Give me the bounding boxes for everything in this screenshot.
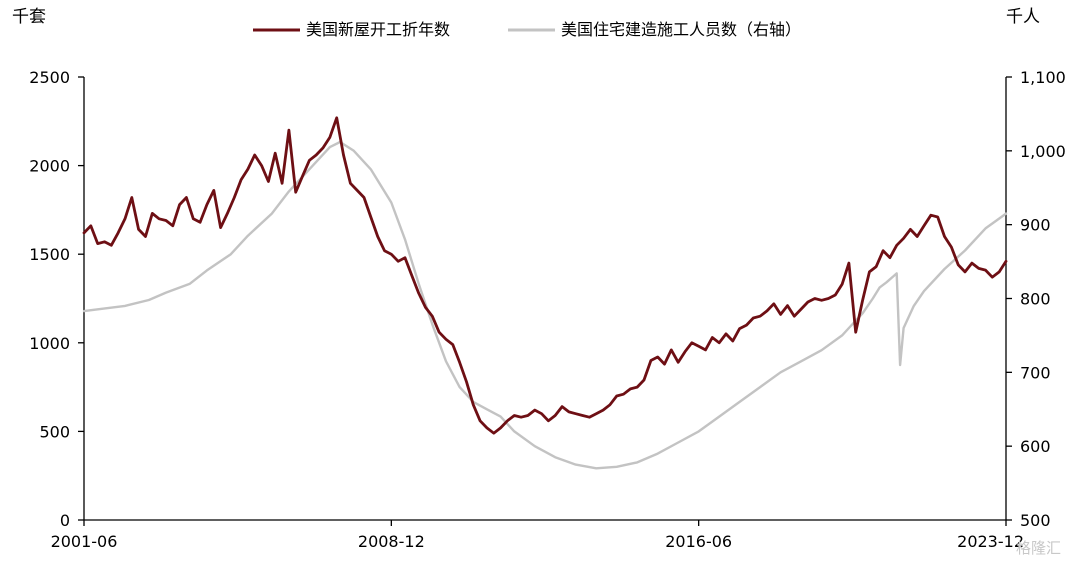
axes: 0 500 1000 1500 2000 2500 500 600 700 800 900 1,000… xyxy=(29,68,1066,551)
series-line-housing-starts xyxy=(82,116,1008,435)
series-layer xyxy=(82,116,1008,470)
left-y-tick-label: 1000 xyxy=(29,334,70,353)
watermark: 格隆汇 xyxy=(1016,539,1061,557)
right-y-tick-label: 500 xyxy=(1020,511,1051,530)
right-y-tick-label: 700 xyxy=(1020,363,1051,382)
left-y-tick-label: 2000 xyxy=(29,157,70,176)
series-line-construction-workers xyxy=(82,140,1008,470)
right-y-tick-label: 1,000 xyxy=(1020,142,1066,161)
x-tick-label: 2008-12 xyxy=(358,532,425,551)
right-y-tick-label: 600 xyxy=(1020,437,1051,456)
right-y-tick-label: 900 xyxy=(1020,216,1051,235)
legend: 美国新屋开工折年数 美国住宅建造施工人员数（右轴） xyxy=(253,20,801,39)
right-y-tick-label: 1,100 xyxy=(1020,68,1066,87)
left-y-tick-label: 2500 xyxy=(29,68,70,87)
right-y-tick-label: 800 xyxy=(1020,290,1051,309)
legend-label-construction-workers: 美国住宅建造施工人员数（右轴） xyxy=(561,20,801,39)
left-axis-unit: 千套 xyxy=(12,7,46,27)
x-tick-label: 2001-06 xyxy=(51,532,118,551)
left-y-tick-label: 500 xyxy=(39,422,70,441)
legend-label-housing-starts: 美国新屋开工折年数 xyxy=(306,20,450,39)
left-y-tick-label: 0 xyxy=(60,511,70,530)
x-tick-label: 2016-06 xyxy=(665,532,732,551)
x-tick-label: 2023-12 xyxy=(957,532,1024,551)
right-axis-unit: 千人 xyxy=(1006,7,1040,27)
left-y-tick-label: 1500 xyxy=(29,245,70,264)
